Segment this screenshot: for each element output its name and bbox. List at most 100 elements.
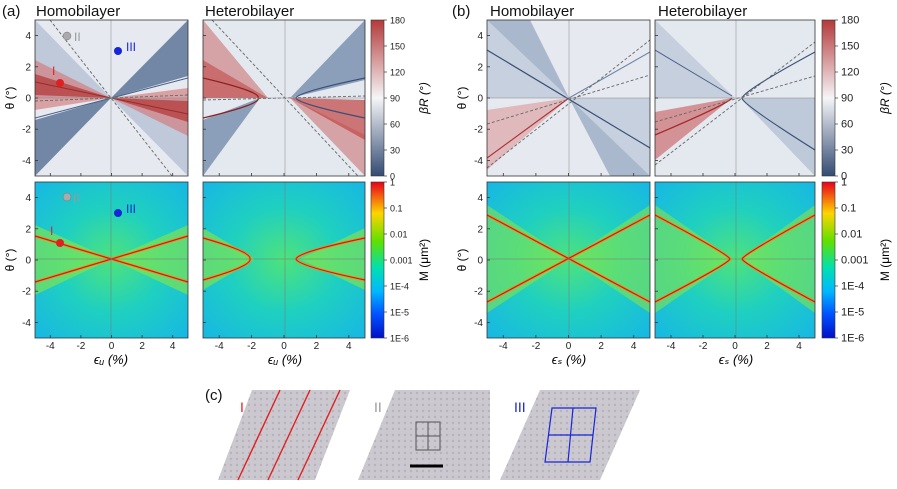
colorbar-tick-label: 60: [390, 120, 400, 130]
colorbar-m-a-label: M (μm²): [417, 239, 431, 281]
colorbar-tick-label: 0.1: [390, 204, 403, 214]
x-tick-label: -4: [499, 341, 508, 352]
colorbar-tick-label: 90: [390, 94, 400, 104]
x-tick-label: 0: [281, 341, 287, 352]
colorbar-tick-label: 120: [841, 67, 859, 79]
colorbar-tick-label: 1: [390, 178, 395, 188]
lattice-iii-label: III: [514, 399, 526, 415]
x-tick-label: 2: [598, 341, 604, 352]
marker-i-a-beta: [56, 79, 64, 87]
y-tick-label: 0: [25, 94, 31, 105]
title-a-homo: Homobilayer: [36, 3, 120, 20]
colorbar-tick-label: 90: [841, 93, 853, 105]
colorbar-m-a: [370, 181, 385, 339]
marker-iii-a-beta: [114, 47, 122, 55]
y-tick-label: 4: [25, 31, 31, 42]
colorbar-tick-label: 0.01: [841, 229, 862, 241]
y-tick-label: 2: [25, 224, 31, 235]
lattice-iii: III: [500, 390, 640, 480]
y-tick-label: 4: [477, 31, 483, 42]
heatmap-b-m-homo: [487, 182, 650, 338]
heatmap-b-beta-homo: [487, 20, 650, 176]
colorbar-beta-b-label: βR (°): [878, 82, 892, 115]
marker-ii-a-m: [62, 192, 72, 202]
heatmap-b-beta-hetero: [655, 20, 815, 176]
x-tick-label: 2: [139, 341, 145, 352]
title-a-hetero: Heterobilayer: [205, 3, 294, 20]
xlabel-b-hetero: ϵₛ (%): [719, 352, 753, 367]
colorbar-tick-label: 30: [841, 145, 853, 157]
x-tick-label: 0: [732, 341, 738, 352]
y-tick-label: -2: [474, 125, 483, 136]
x-tick-label: 4: [170, 341, 176, 352]
y-tick-label: -4: [22, 318, 31, 329]
ylabel-b-bottom: θ (°): [455, 249, 469, 272]
colorbar-beta-a: [370, 19, 385, 177]
colorbar-tick-label: 30: [390, 146, 400, 156]
marker-ii-label-a-m: II: [73, 191, 80, 205]
axis-ticks: 4 2 0 -2 -4 -4 -2 0 2 4 4 2 0 -2 -4 -4 -2 0 2 4 4 2 0 -2 -4 -4 -2 0…: [22, 15, 868, 353]
x-tick-label: 4: [631, 341, 637, 352]
title-b-homo: Homobilayer: [490, 3, 574, 20]
colorbar-beta-a-label: βR (°): [417, 82, 431, 115]
lattice-i: I: [218, 389, 350, 481]
colorbar-tick-label: 1: [841, 177, 847, 189]
colorbar-tick-label: 180: [390, 16, 405, 26]
y-tick-label: -2: [22, 125, 31, 136]
heatmap-b-m-hetero: [655, 182, 815, 338]
colorbar-tick-label: 0: [390, 172, 395, 182]
ylabel-b-top: θ (°): [455, 87, 469, 110]
x-tick-label: -4: [46, 341, 55, 352]
marker-ii-label-a-beta: II: [74, 30, 81, 44]
x-tick-label: 0: [566, 341, 572, 352]
y-tick-label: 4: [25, 193, 31, 204]
marker-iii-label-a-beta: III: [126, 40, 136, 54]
x-tick-label: 4: [796, 341, 802, 352]
x-tick-label: 2: [314, 341, 320, 352]
x-tick-label: -2: [247, 341, 256, 352]
x-tick-label: -2: [699, 341, 708, 352]
title-b-hetero: Heterobilayer: [658, 3, 747, 20]
heatmap-a-m-homo: [35, 182, 188, 338]
colorbar-tick-label: 1E-4: [841, 281, 864, 293]
ylabel-a-bottom: θ (°): [3, 249, 17, 272]
y-tick-label: 2: [477, 62, 483, 73]
colorbar-tick-label: 0.01: [390, 230, 408, 240]
xlabel-a-homo: ϵᵤ (%): [94, 352, 128, 367]
y-tick-label: 2: [477, 224, 483, 235]
panel-label-a: (a): [2, 3, 20, 20]
panel-label-c: (c): [205, 387, 223, 404]
colorbar-tick-label: 1E-5: [841, 307, 864, 319]
colorbar-tick-label: 1E-5: [390, 308, 409, 318]
x-tick-label: -4: [667, 341, 676, 352]
heatmap-a-m-hetero: [203, 182, 365, 338]
ylabel-a-top: θ (°): [3, 87, 17, 110]
x-tick-label: -4: [215, 341, 224, 352]
y-tick-label: 4: [477, 193, 483, 204]
colorbar-tick-label: 0.001: [390, 256, 413, 266]
heatmap-a-beta-hetero: [203, 20, 365, 176]
heatmap-a-beta-homo: [35, 20, 188, 176]
xlabel-b-homo: ϵₛ (%): [552, 352, 586, 367]
colorbar-tick-label: 0.001: [841, 255, 869, 267]
marker-i-a-m: [56, 239, 64, 247]
colorbar-tick-label: 180: [841, 15, 859, 27]
y-tick-label: -4: [474, 318, 483, 329]
x-tick-label: 4: [346, 341, 352, 352]
y-tick-label: -4: [22, 156, 31, 167]
colorbar-tick-label: 60: [841, 119, 853, 131]
colorbar-tick-label: 150: [390, 42, 405, 52]
marker-ii-a-beta: [62, 31, 72, 41]
y-tick-label: 0: [25, 256, 31, 267]
colorbar-tick-label: 1E-4: [390, 282, 409, 292]
colorbar-beta-b: [821, 19, 836, 177]
colorbar-tick-label: 1E-6: [390, 334, 409, 344]
panel-label-b: (b): [452, 3, 470, 20]
x-tick-label: 2: [764, 341, 770, 352]
y-tick-label: -4: [474, 156, 483, 167]
y-tick-label: 0: [477, 94, 483, 105]
marker-i-label-a-beta: I: [52, 64, 55, 78]
xlabel-a-hetero: ϵᵤ (%): [268, 352, 302, 367]
y-tick-label: 0: [477, 256, 483, 267]
